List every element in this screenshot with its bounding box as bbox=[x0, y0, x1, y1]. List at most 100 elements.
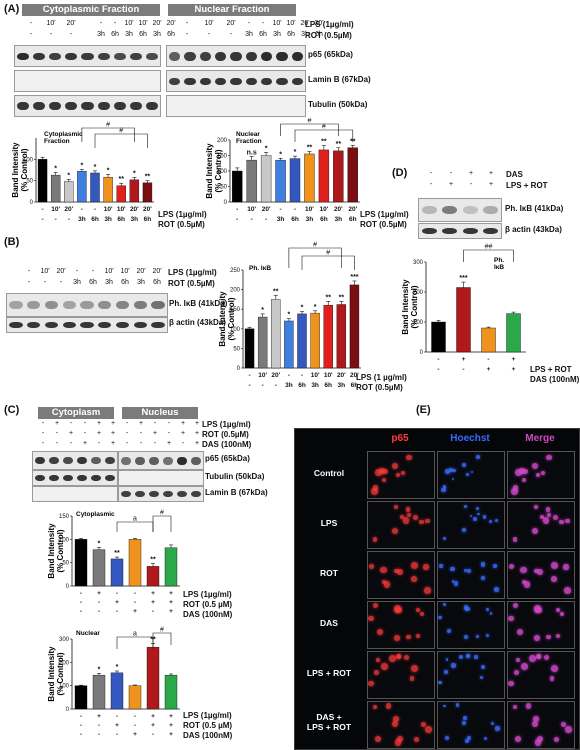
bar bbox=[129, 179, 140, 203]
significance-mark: ** bbox=[325, 294, 331, 301]
bar bbox=[92, 674, 106, 710]
e-image-merge-4 bbox=[507, 651, 575, 699]
e-image-merge-5 bbox=[507, 701, 575, 749]
b-lps-4: - bbox=[91, 268, 95, 275]
blot-band bbox=[65, 52, 78, 60]
bar bbox=[64, 181, 74, 203]
blot-band bbox=[44, 322, 59, 328]
e-microscopy-grid: p65 Hoechst Merge Control LPS ROT DAS LPS + ROT… bbox=[294, 428, 580, 750]
e-image-hoechst-0 bbox=[437, 451, 505, 499]
blot-band bbox=[62, 301, 76, 309]
c-rot-1: - bbox=[55, 430, 59, 437]
cell-nucleus bbox=[381, 663, 388, 670]
cell-nucleus bbox=[466, 736, 471, 741]
blot-band bbox=[90, 457, 102, 464]
x-tick-label: 10' bbox=[311, 372, 320, 379]
y-axis-label: Band Intensity(% Control) bbox=[11, 142, 29, 198]
a-lps-cyto2-0: - bbox=[99, 20, 103, 27]
c-rot-0: - bbox=[41, 430, 45, 437]
blot-band bbox=[199, 51, 212, 61]
cell-nucleus bbox=[565, 726, 572, 733]
cell-nucleus bbox=[565, 518, 570, 524]
c-rot-label: ROT (0.5µM) bbox=[202, 430, 249, 439]
cell-nucleus bbox=[405, 507, 411, 512]
blot-band bbox=[260, 51, 273, 61]
blot-band bbox=[245, 51, 258, 61]
cell-nucleus bbox=[409, 676, 415, 681]
x-tick-label: 3h bbox=[306, 216, 314, 223]
cell-nucleus bbox=[419, 519, 424, 525]
significance-mark: * bbox=[301, 305, 304, 312]
blot-band bbox=[214, 51, 227, 61]
x-tick-label: + bbox=[133, 731, 137, 738]
c-lps-2: - bbox=[69, 420, 73, 427]
c-nuc-rot-legend: ROT (0.5 µM) bbox=[183, 721, 233, 730]
blot-band bbox=[62, 457, 74, 464]
blot-band bbox=[65, 102, 78, 110]
bar bbox=[146, 566, 160, 587]
cell-nucleus bbox=[532, 720, 539, 728]
significance-bracket bbox=[294, 129, 354, 142]
x-tick-label: 6h bbox=[298, 382, 306, 389]
blot-band bbox=[98, 322, 112, 328]
c-laminb-blot-cyto bbox=[32, 486, 118, 502]
x-tick-label: 10' bbox=[104, 206, 113, 213]
y-axis-label: Band Intensity(% Control) bbox=[401, 279, 419, 335]
cell-nucleus bbox=[406, 635, 411, 640]
cell-nucleus bbox=[556, 634, 561, 639]
c-das-5: + bbox=[110, 440, 116, 447]
c-header-nucleus: Nucleus bbox=[122, 407, 198, 419]
x-tick-label: 10' bbox=[247, 206, 256, 213]
c-das-3: + bbox=[82, 440, 88, 447]
blot-band bbox=[168, 77, 181, 85]
x-tick-label: - bbox=[116, 590, 118, 597]
cell-nucleus bbox=[374, 736, 381, 743]
x-tick-label: - bbox=[248, 382, 250, 389]
c-nuc-lps-legend: LPS (1µg/ml) bbox=[183, 711, 232, 720]
blot-band bbox=[9, 301, 23, 309]
a-rot-cyto2-2: 3h bbox=[125, 31, 133, 38]
cell-nucleus bbox=[424, 587, 431, 594]
cell-nucleus bbox=[383, 581, 391, 588]
a-rot-nuc-2: - bbox=[229, 31, 233, 38]
bracket-label: # bbox=[119, 128, 123, 135]
x-tick-label: 20' bbox=[271, 372, 280, 379]
cell-nucleus bbox=[368, 615, 375, 622]
bar bbox=[110, 672, 124, 710]
cell-nucleus bbox=[451, 663, 456, 668]
bracket-label: # bbox=[160, 510, 164, 517]
significance-mark: ** bbox=[145, 174, 151, 181]
cell-nucleus bbox=[556, 608, 560, 613]
bar bbox=[323, 305, 333, 369]
bar bbox=[456, 287, 471, 353]
cell-nucleus bbox=[520, 566, 527, 574]
blot-band bbox=[48, 475, 60, 481]
x-tick-label: 6h bbox=[349, 216, 357, 223]
cell-nucleus bbox=[410, 562, 418, 570]
e-image-p65-2 bbox=[367, 551, 435, 599]
bar bbox=[431, 321, 446, 353]
panel-label-b: (B) bbox=[4, 236, 20, 248]
cell-nucleus bbox=[453, 581, 459, 586]
blot-band bbox=[97, 52, 110, 60]
c-rot-3: - bbox=[83, 430, 87, 437]
bracket-label: # bbox=[313, 242, 317, 249]
x-tick-label: - bbox=[134, 713, 136, 720]
cell-nucleus bbox=[396, 568, 404, 576]
y-tick-label: 0 bbox=[66, 707, 70, 713]
bracket-label: a bbox=[133, 516, 137, 523]
significance-mark: * bbox=[54, 166, 57, 173]
bar bbox=[164, 547, 178, 587]
cell-nucleus bbox=[450, 566, 455, 571]
blot-band bbox=[81, 52, 94, 60]
x-tick-label: - bbox=[236, 216, 238, 223]
blot-band bbox=[162, 491, 174, 497]
b-lps-3: - bbox=[75, 268, 79, 275]
blot-band bbox=[442, 228, 458, 234]
blot-band bbox=[27, 301, 41, 309]
e-image-p65-5 bbox=[367, 701, 435, 749]
cell-nucleus bbox=[564, 587, 571, 594]
x-tick-label: - bbox=[98, 731, 100, 738]
x-tick-label: - bbox=[55, 216, 57, 223]
